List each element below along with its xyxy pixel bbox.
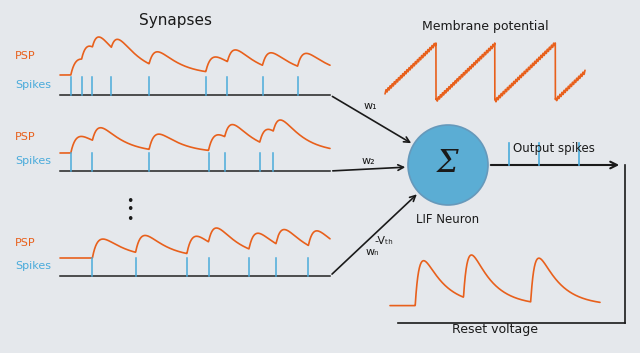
Text: •: • [126, 195, 134, 208]
Text: •: • [126, 203, 134, 216]
Text: Membrane potential: Membrane potential [422, 20, 548, 33]
Text: wₙ: wₙ [366, 247, 380, 257]
Text: Spikes: Spikes [15, 261, 51, 271]
Text: Synapses: Synapses [138, 13, 211, 28]
Text: PSP: PSP [15, 51, 36, 61]
Text: w₁: w₁ [364, 101, 378, 111]
Text: w₂: w₂ [362, 156, 375, 167]
Text: Σ: Σ [437, 148, 459, 179]
Text: Output spikes: Output spikes [513, 142, 595, 155]
Text: Spikes: Spikes [15, 156, 51, 166]
Text: •: • [126, 213, 134, 226]
Text: Reset voltage: Reset voltage [452, 323, 538, 336]
Text: -Vₜₕ: -Vₜₕ [374, 235, 393, 246]
Text: PSP: PSP [15, 238, 36, 248]
Text: LIF Neuron: LIF Neuron [417, 213, 479, 226]
Text: Spikes: Spikes [15, 80, 51, 90]
Text: PSP: PSP [15, 132, 36, 142]
Circle shape [408, 125, 488, 205]
